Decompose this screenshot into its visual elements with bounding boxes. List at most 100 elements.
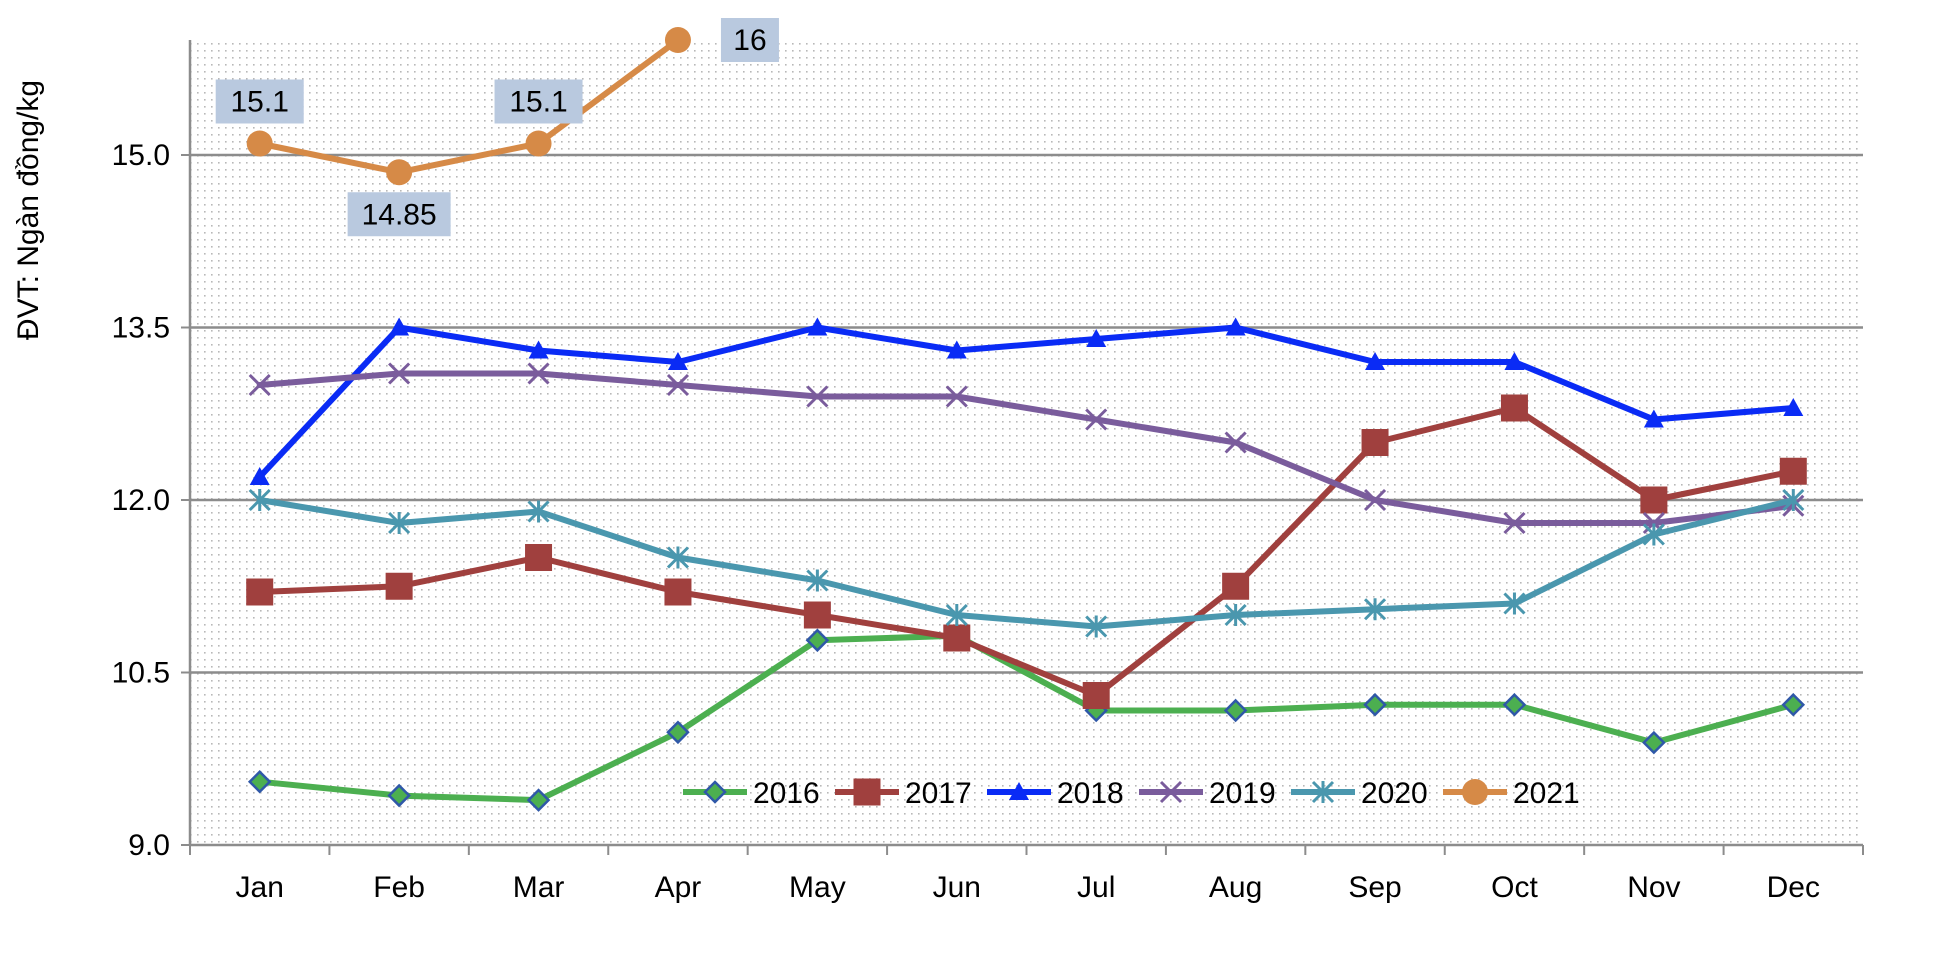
legend-label-2021: 2021 [1513, 777, 1580, 810]
data-point-2019-Jun [945, 385, 968, 408]
data-point-2020-Oct [1503, 592, 1526, 615]
data-point-2017-May [803, 601, 831, 629]
axes: 9.0 10.5 12.0 13.5 15.0 Jan Feb Mar Apr May Jun Jul… [112, 40, 1864, 904]
data-point-2020-Sep [1363, 598, 1387, 621]
data-point-2016-Jan [247, 769, 272, 794]
legend-marker-2016 [703, 780, 727, 804]
data-point-2017-Apr [664, 578, 692, 606]
data-point-2018-Jun [946, 340, 967, 359]
data-label: 15.1 [231, 86, 289, 119]
data-point-2020-Aug [1224, 603, 1247, 627]
data-label: 16 [733, 24, 766, 57]
data-point-2019-Oct [1503, 511, 1526, 535]
data-label-box [347, 192, 451, 237]
series-line-2018 [256, 324, 1797, 480]
data-point-2018-Nov [1643, 409, 1664, 428]
data-point-2017-Jul [1082, 682, 1110, 709]
data-point-2016-Feb [387, 783, 411, 808]
data-label: 14.85 [362, 198, 437, 231]
data-point-2016-May [805, 628, 830, 653]
series-lines [246, 27, 1807, 812]
series-2020 [248, 488, 1805, 638]
legend-label-2019: 2019 [1209, 777, 1276, 810]
data-point-2018-Feb [389, 317, 410, 336]
data-labels: 15.1 14.85 15.1 16 [215, 18, 779, 237]
x-tick-label: Aug [1209, 871, 1262, 904]
y-tick-label: 15.0 [112, 139, 170, 172]
data-point-2021-Feb [386, 159, 413, 186]
y-tick-label: 13.5 [112, 312, 170, 345]
plot-area-background [190, 40, 1863, 845]
legend-marker-2018 [1009, 782, 1029, 800]
series-2019 [248, 362, 1805, 535]
data-point-2017-Mar [525, 544, 553, 571]
data-point-2019-Feb [388, 362, 411, 385]
legend-label-2020: 2020 [1361, 777, 1428, 810]
data-point-2019-Aug [1224, 431, 1247, 454]
y-tick-label: 12.0 [112, 484, 170, 517]
data-point-2016-Apr [666, 720, 690, 745]
data-point-2020-Jul [1085, 615, 1108, 638]
data-label-box [720, 18, 779, 62]
y-tick-label: 10.5 [112, 657, 170, 690]
data-point-2016-Mar [526, 788, 551, 812]
data-point-2017-Nov [1640, 486, 1668, 514]
data-point-2020-Dec [1782, 488, 1805, 512]
x-tick-label: Mar [513, 871, 565, 904]
data-point-2016-Nov [1642, 730, 1666, 755]
data-point-2017-Feb [385, 572, 413, 600]
data-point-2018-May [807, 317, 828, 336]
x-tick-label: Sep [1348, 871, 1401, 904]
data-point-2019-Mar [527, 362, 550, 385]
x-tick-label: Jun [933, 871, 981, 904]
series-2021 [246, 27, 691, 186]
data-point-2020-Nov [1642, 523, 1665, 546]
data-point-2017-Sep [1361, 429, 1389, 456]
data-point-2019-Sep [1363, 488, 1387, 512]
data-point-2020-May [806, 569, 829, 592]
data-point-2018-Aug [1225, 317, 1246, 336]
series-2017 [246, 394, 1807, 709]
legend-marker-2021 [1462, 779, 1488, 805]
data-point-2018-Mar [528, 340, 549, 359]
x-tick-label: May [789, 871, 846, 904]
legend-label-2018: 2018 [1057, 777, 1124, 810]
y-tick-label: 9.0 [128, 829, 170, 862]
data-point-2018-Dec [1783, 398, 1804, 416]
data-point-2016-Oct [1502, 692, 1527, 717]
legend-label-2017: 2017 [905, 777, 972, 810]
legend: 2016 2017 2018 2019 2020 2021 [683, 777, 1580, 810]
data-point-2017-Oct [1500, 394, 1528, 422]
series-line-2017 [256, 405, 1797, 699]
data-point-2017-Jan [246, 578, 274, 606]
data-point-2016-Dec [1781, 692, 1806, 717]
x-tick-label: Feb [373, 871, 425, 904]
data-point-2020-Feb [388, 511, 411, 535]
data-label-box [494, 79, 583, 124]
data-point-2017-Dec [1779, 457, 1807, 485]
data-point-2020-Mar [527, 500, 550, 523]
x-tick-label: Oct [1491, 871, 1538, 904]
data-point-2020-Apr [666, 546, 690, 569]
data-point-2016-Aug [1223, 698, 1248, 723]
x-tick-label: Dec [1767, 871, 1820, 904]
data-point-2021-Apr [664, 27, 691, 53]
series-2018 [249, 317, 1804, 485]
data-point-2017-Aug [1222, 572, 1250, 600]
data-point-2019-Jan [248, 373, 271, 397]
data-point-2017-Jun [943, 624, 971, 652]
data-point-2018-Oct [1504, 352, 1525, 370]
data-point-2021-Mar [525, 130, 552, 157]
data-label-box [215, 79, 304, 124]
x-tick-label: Jan [236, 871, 284, 904]
x-tick-label: Jul [1077, 871, 1115, 904]
series-line-2020 [256, 497, 1797, 630]
data-point-2016-Sep [1363, 692, 1387, 717]
x-tick-label: Nov [1627, 871, 1680, 904]
series-line-2021 [256, 37, 681, 176]
y-axis-title: ĐVT: Ngàn đồng/kg [12, 80, 45, 340]
legend-marker-2020 [1311, 780, 1335, 804]
data-label: 15.1 [509, 86, 567, 119]
